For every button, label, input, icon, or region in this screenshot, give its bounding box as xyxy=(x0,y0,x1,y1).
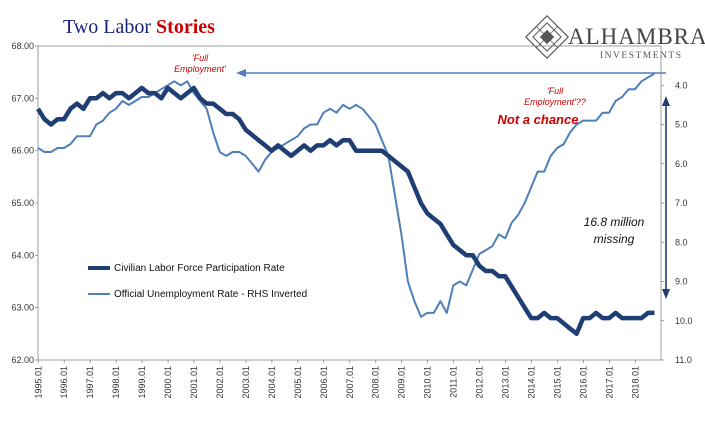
legend: Civilian Labor Force Participation Rate … xyxy=(88,263,307,300)
x-tick-label: 1998.01 xyxy=(111,366,121,399)
x-tick-label: 1997.01 xyxy=(85,366,95,399)
x-tick-label: 2006.01 xyxy=(319,366,329,399)
alhambra-logo: ALHAMBRA INVESTMENTS xyxy=(524,14,705,61)
x-tick-label: 1999.01 xyxy=(137,366,147,399)
y-right-tick-label: 8.0 xyxy=(675,237,688,247)
x-tick-label: 2015.01 xyxy=(552,366,562,399)
annotation-full-employment-right-line2: Employment'?? xyxy=(524,97,586,107)
x-tick-label: 2017.01 xyxy=(604,366,614,399)
chart-title-part1: Two Labor xyxy=(63,16,156,38)
series-line-participation xyxy=(36,85,655,337)
y-right-tick-label: 7.0 xyxy=(675,198,688,208)
series-participation xyxy=(36,85,655,337)
x-tick-label: 2010.01 xyxy=(423,366,433,399)
legend-label-unemployment: Official Unemployment Rate - RHS Inverte… xyxy=(114,289,307,300)
x-tick-label: 2016.01 xyxy=(578,366,588,399)
x-tick-label: 2018.01 xyxy=(630,366,640,399)
annotation-full-employment-left-line1: 'Full xyxy=(192,53,209,63)
logo-diamond-icon xyxy=(524,14,570,60)
x-tick-label: 2007.01 xyxy=(345,366,355,399)
series-line-unemployment xyxy=(37,72,656,318)
full-employment-arrow xyxy=(236,69,666,77)
x-tick-label: 2009.01 xyxy=(397,366,407,399)
annotation-full-employment-right-line1: 'Full xyxy=(547,86,564,96)
series-unemployment xyxy=(37,72,656,318)
y-left-tick-label: 62.00 xyxy=(11,355,34,365)
x-tick-label: 2005.01 xyxy=(293,366,303,399)
y-right-tick-label: 4.0 xyxy=(675,80,688,90)
x-tick-label: 2000.01 xyxy=(163,366,173,399)
x-tick-label: 2014.01 xyxy=(526,366,536,399)
y-left-tick-label: 66.00 xyxy=(11,146,34,156)
y-right-tick-label: 6.0 xyxy=(675,159,688,169)
y-left-tick-label: 65.00 xyxy=(11,198,34,208)
x-tick-label: 2012.01 xyxy=(475,366,485,399)
y-axis-right: 4.0 5.0 6.0 7.0 8.0 9.0 10.0 11.0 xyxy=(661,80,693,365)
missing-double-arrow xyxy=(662,96,670,299)
y-left-tick-label: 67.00 xyxy=(11,93,34,103)
x-tick-label: 2003.01 xyxy=(241,366,251,399)
x-tick-label: 2008.01 xyxy=(371,366,381,399)
annotation-missing-line1: 16.8 million xyxy=(584,215,645,229)
y-right-tick-label: 9.0 xyxy=(675,277,688,287)
x-tick-label: 2001.01 xyxy=(189,366,199,399)
y-left-tick-label: 64.00 xyxy=(11,250,34,260)
annotation-missing-line2: missing xyxy=(594,232,635,246)
chart-title: Two Labor Stories xyxy=(63,16,215,38)
x-tick-label: 2002.01 xyxy=(215,366,225,399)
x-tick-label: 2011.01 xyxy=(449,366,459,398)
x-axis: 1995.01 1996.01 1997.01 1998.01 1999.01 2000.… xyxy=(33,360,640,399)
annotation-full-employment-left-line2: Employment' xyxy=(174,64,226,74)
y-left-tick-label: 63.00 xyxy=(11,303,34,313)
annotation-not-a-chance: Not a chance xyxy=(498,112,579,127)
y-right-tick-label: 10.0 xyxy=(675,316,693,326)
y-left-tick-label: 68.00 xyxy=(11,41,34,51)
x-tick-label: 1995.01 xyxy=(33,366,43,399)
x-tick-label: 2004.01 xyxy=(267,366,277,399)
y-right-tick-label: 5.0 xyxy=(675,120,688,130)
x-tick-label: 1996.01 xyxy=(59,366,69,399)
y-right-tick-label: 11.0 xyxy=(675,355,692,365)
x-tick-label: 2013.01 xyxy=(501,366,511,399)
plot-frame xyxy=(37,45,662,361)
logo-subtitle: INVESTMENTS xyxy=(600,51,682,61)
chart-title-part2: Stories xyxy=(156,16,215,38)
legend-label-participation: Civilian Labor Force Participation Rate xyxy=(114,263,285,274)
y-axis-left: 62.00 63.00 64.00 65.00 66.00 67.00 68.00 xyxy=(11,41,38,365)
logo-name: ALHAMBRA xyxy=(568,24,705,49)
